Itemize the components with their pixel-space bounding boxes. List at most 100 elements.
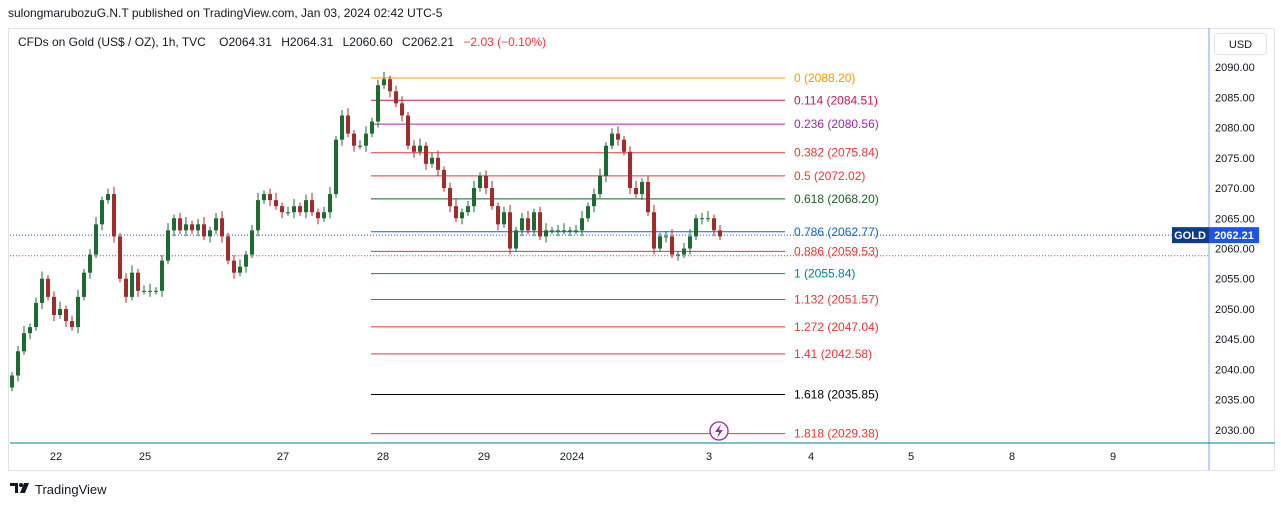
candle-body [352, 133, 356, 146]
footer-brand[interactable]: TradingView [10, 482, 107, 497]
candle-body [610, 133, 614, 146]
candle-body [382, 79, 386, 86]
x-tick-label: 9 [1110, 451, 1116, 463]
footer-brand-label: TradingView [35, 482, 107, 497]
candle-body [376, 85, 380, 122]
candle-body [232, 260, 236, 273]
candle-body [430, 157, 434, 164]
candle-body [316, 212, 320, 219]
lightning-alert-icon[interactable] [709, 421, 729, 441]
fib-level-label: 0.382 (2075.84) [794, 146, 879, 160]
candlestick-series [10, 71, 722, 392]
candle-body [706, 218, 710, 220]
fib-retracement-tool[interactable]: 0 (2088.20) 0.114 (2084.51) 0.236 (2080.56… [371, 71, 879, 441]
candle-body [598, 175, 602, 195]
fib-level-label: 0.114 (2084.51) [794, 93, 878, 107]
symbol-title[interactable]: CFDs on Gold (US$ / OZ), 1h, TVC [18, 35, 206, 49]
candle-body [586, 206, 590, 219]
symbol-tag-bg [1172, 227, 1209, 244]
fib-level-label: 1.818 (2029.38) [794, 427, 879, 441]
candle-body [670, 236, 674, 255]
candle-body [418, 145, 422, 152]
candle-body [628, 151, 632, 189]
fib-level-label: 0.886 (2059.53) [794, 244, 879, 258]
candle-body [538, 212, 542, 237]
candle-body [202, 224, 206, 237]
candle-body [682, 248, 686, 255]
currency-selector[interactable]: USD [1214, 33, 1267, 55]
publish-info: sulongmarubozuG.N.T published on Trading… [8, 6, 443, 20]
x-tick-label: 5 [908, 451, 914, 463]
candle-body [394, 91, 398, 104]
candle-body [574, 230, 578, 232]
y-tick-label: 2050.00 [1215, 304, 1255, 316]
fib-level-label: 0.786 (2062.77) [794, 225, 879, 239]
candle-body [124, 278, 128, 297]
candle-body [694, 218, 698, 237]
candle-body [280, 206, 284, 213]
candle-body [112, 194, 116, 237]
candle-body [142, 290, 146, 292]
fib-level-label: 1.272 (2047.04) [794, 320, 879, 334]
candle-body [70, 321, 74, 328]
y-tick-label: 2030.00 [1215, 425, 1255, 437]
chart-legend: CFDs on Gold (US$ / OZ), 1h, TVC O2064.3… [18, 35, 546, 49]
candle-body [268, 194, 272, 201]
candle-body [616, 133, 620, 140]
candle-body [328, 194, 332, 213]
candle-body [490, 188, 494, 207]
candle-body [406, 115, 410, 146]
candle-body [226, 236, 230, 261]
candle-body [646, 181, 650, 213]
candle-body [82, 272, 86, 297]
symbol-tag-label: GOLD [1174, 230, 1206, 242]
candle-body [508, 212, 512, 249]
candle-body [10, 375, 14, 388]
candle-body [34, 302, 38, 328]
x-tick-label: 3 [706, 451, 712, 463]
candle-body [106, 194, 110, 201]
candle-body [424, 145, 428, 164]
candle-body [118, 236, 122, 279]
candle-body [130, 272, 134, 297]
candle-body [700, 218, 704, 220]
y-tick-label: 2035.00 [1215, 395, 1255, 407]
fib-level-label: 0.5 (2072.02) [794, 169, 865, 183]
candle-body [472, 188, 476, 207]
x-tick-label: 22 [50, 451, 62, 463]
candle-body [52, 296, 56, 316]
candle-body [370, 121, 374, 134]
candle-body [448, 188, 452, 207]
candle-body [28, 327, 32, 334]
candle-body [562, 230, 566, 232]
fib-level-label: 0.618 (2068.20) [794, 192, 879, 206]
candle-body [160, 260, 164, 291]
candle-body [412, 145, 416, 152]
candle-body [46, 278, 50, 297]
candle-body [532, 212, 536, 231]
candle-body [40, 278, 44, 303]
y-tick-label: 2090.00 [1215, 62, 1255, 74]
candle-body [64, 308, 68, 322]
y-tick-label: 2055.00 [1215, 274, 1255, 286]
high-value: H2064.31 [281, 35, 334, 49]
candle-body [526, 218, 530, 231]
candle-body [292, 206, 296, 213]
low-value: L2060.60 [342, 35, 393, 49]
price-tag-value: 2062.21 [1214, 230, 1254, 242]
candle-body [514, 230, 518, 249]
candle-body [478, 175, 482, 189]
candle-body [166, 230, 170, 261]
candle-body [172, 218, 176, 231]
candle-body [346, 115, 350, 134]
candle-body [286, 212, 290, 214]
fib-level-label: 1.132 (2051.57) [794, 292, 879, 306]
candle-body [388, 79, 392, 92]
candle-body [454, 206, 458, 219]
x-tick-label: 28 [377, 451, 389, 463]
chart-panel[interactable] [8, 28, 1275, 471]
candle-body [400, 103, 404, 116]
candle-body [550, 230, 554, 232]
candle-body [154, 290, 158, 292]
